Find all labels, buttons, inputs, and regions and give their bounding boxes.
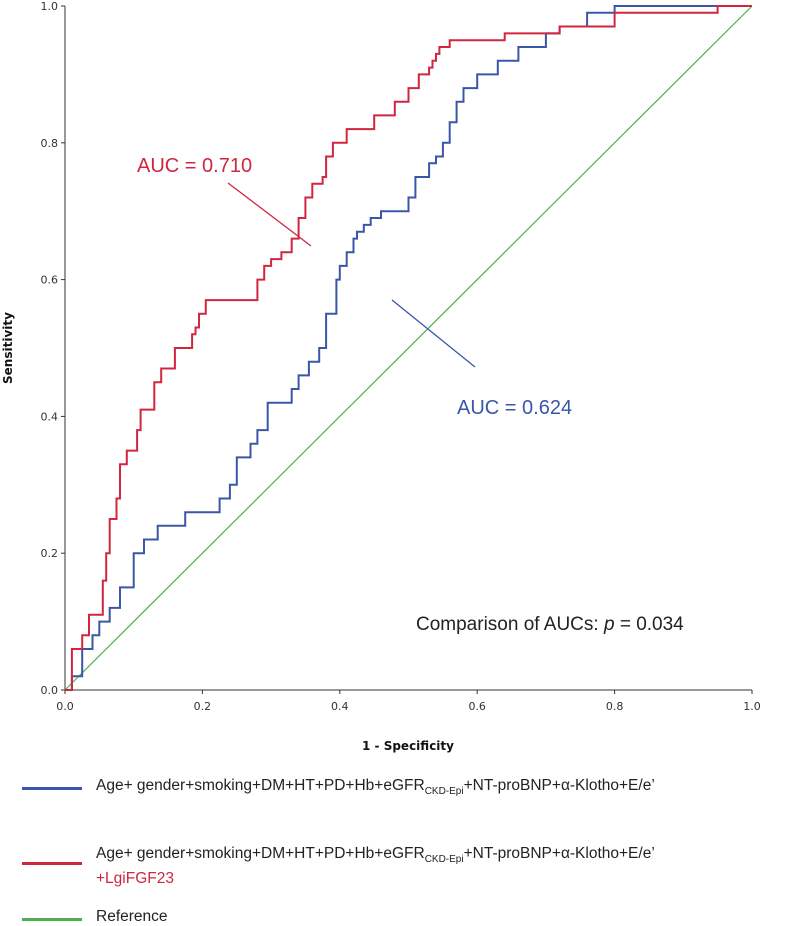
x-tick-label: 0.0 — [56, 700, 74, 713]
y-axis-title: Sensitivity — [1, 312, 15, 384]
legend-reference-text: Reference — [96, 908, 168, 925]
blue-auc-label: AUC = 0.624 — [457, 397, 572, 419]
series-line-red — [65, 5, 752, 691]
red-auc-pointer — [227, 182, 312, 247]
blue-auc-pointer — [391, 299, 476, 368]
series-layer — [64, 5, 753, 691]
legend-red-suffix: +NT-proBNP+α-Klotho+E/e’ — [463, 845, 655, 862]
x-tick-label: 0.4 — [331, 700, 349, 713]
y-tick-labels: 0.0 0.2 0.4 0.6 0.8 1.0 — [41, 0, 65, 697]
red-auc-label: AUC = 0.710 — [137, 155, 252, 177]
y-tick-label: 0.4 — [41, 410, 59, 423]
legend-label-reference: Reference — [96, 907, 168, 926]
legend-blue-suffix: +NT-proBNP+α-Klotho+E/e’ — [463, 777, 655, 794]
legend-red-sub: CKD-Epi — [424, 854, 464, 866]
legend-blue-prefix: Age+ gender+smoking+DM+HT+PD+Hb+eGFR — [96, 777, 425, 794]
axes — [64, 6, 752, 691]
series-line-reference — [64, 5, 753, 691]
legend-swatch-reference — [22, 918, 82, 921]
legend-item-red: Age+ gender+smoking+DM+HT+PD+Hb+eGFRCKD-… — [18, 796, 788, 887]
legend: Age+ gender+smoking+DM+HT+PD+Hb+eGFRCKD-… — [18, 770, 788, 925]
legend-red-extra: +LgiFGF23 — [96, 870, 174, 888]
legend-item-reference: Reference — [18, 876, 788, 925]
legend-label-red: Age+ gender+smoking+DM+HT+PD+Hb+eGFRCKD-… — [96, 844, 655, 888]
y-tick-label: 0.0 — [41, 684, 59, 697]
auc-comparison-label: Comparison of AUCs: p = 0.034 — [416, 614, 684, 635]
x-tick-label: 0.2 — [194, 700, 212, 713]
x-tick-label: 0.6 — [468, 700, 486, 713]
legend-swatch-blue — [22, 787, 82, 790]
legend-label-blue: Age+ gender+smoking+DM+HT+PD+Hb+eGFRCKD-… — [96, 776, 655, 801]
legend-red-prefix: Age+ gender+smoking+DM+HT+PD+Hb+eGFR — [96, 845, 425, 862]
x-axis-title: 1 - Specificity — [362, 739, 454, 753]
y-tick-label: 0.8 — [41, 137, 59, 150]
x-tick-labels: 0.0 0.2 0.4 0.6 0.8 1.0 — [56, 690, 761, 713]
y-tick-label: 0.6 — [41, 274, 59, 287]
legend-blue-sub: CKD-Epi — [424, 786, 464, 798]
legend-item-blue: Age+ gender+smoking+DM+HT+PD+Hb+eGFRCKD-… — [18, 770, 788, 797]
x-tick-label: 0.8 — [606, 700, 624, 713]
roc-chart: 0.0 0.2 0.4 0.6 0.8 1.0 0.0 0.2 0.4 0.6 0.8 1.0 1 … — [1, 0, 761, 753]
y-tick-label: 0.2 — [41, 547, 59, 560]
x-tick-label: 1.0 — [743, 700, 761, 713]
series-line-blue — [65, 5, 752, 691]
legend-swatch-red — [22, 862, 82, 865]
y-tick-label: 1.0 — [41, 0, 59, 13]
